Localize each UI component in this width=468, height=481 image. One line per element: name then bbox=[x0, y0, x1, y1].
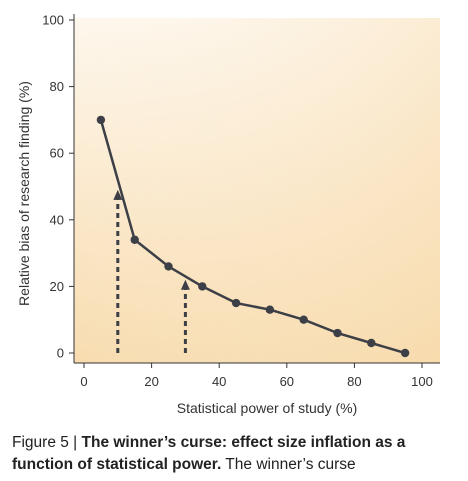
data-point bbox=[198, 282, 207, 291]
dashed-arrow-head bbox=[180, 279, 190, 290]
data-point bbox=[333, 328, 342, 338]
data-point bbox=[265, 305, 275, 314]
series-line bbox=[99, 119, 406, 355]
x-tick-label: 60 bbox=[280, 374, 294, 389]
y-tick-label: 100 bbox=[42, 13, 64, 28]
axes: 0 20 40 60 80 100 0 20 40 60 80 100 bbox=[42, 13, 440, 389]
y-tick-label: 40 bbox=[50, 212, 64, 227]
y-tick-label: 80 bbox=[50, 79, 64, 94]
data-point bbox=[400, 348, 410, 358]
y-tick-label: 0 bbox=[57, 346, 64, 361]
x-axis-title: Statistical power of study (%) bbox=[177, 400, 358, 416]
data-point bbox=[299, 315, 308, 324]
figure-caption: Figure 5 | The winner’s curse: effect si… bbox=[12, 432, 460, 476]
data-point bbox=[96, 115, 106, 125]
caption-text: The winner’s curse bbox=[221, 456, 356, 473]
x-tick-label: 80 bbox=[347, 374, 361, 389]
y-tick-label: 20 bbox=[50, 279, 64, 294]
caption-label: Figure 5 | bbox=[12, 434, 82, 451]
y-tick-label: 60 bbox=[50, 146, 64, 161]
data-point bbox=[367, 338, 376, 348]
x-tick-label: 20 bbox=[144, 374, 158, 389]
data-series bbox=[96, 115, 410, 358]
data-point bbox=[130, 235, 139, 244]
data-point bbox=[231, 298, 241, 308]
y-axis-title: Relative bias of research finding (%) bbox=[16, 81, 32, 306]
caption-bold-title: The winner’s curse: effect size inflatio… bbox=[12, 434, 406, 473]
line-chart: 0 20 40 60 80 100 0 20 40 60 80 100 Statistical pow… bbox=[16, 13, 440, 416]
dashed-arrow-head bbox=[113, 189, 123, 200]
plot-background-overlay bbox=[74, 18, 440, 363]
data-point bbox=[164, 262, 173, 271]
x-tick-label: 0 bbox=[80, 374, 87, 389]
x-tick-label: 40 bbox=[212, 374, 226, 389]
x-tick-label: 100 bbox=[411, 374, 433, 389]
annotations bbox=[113, 189, 190, 353]
